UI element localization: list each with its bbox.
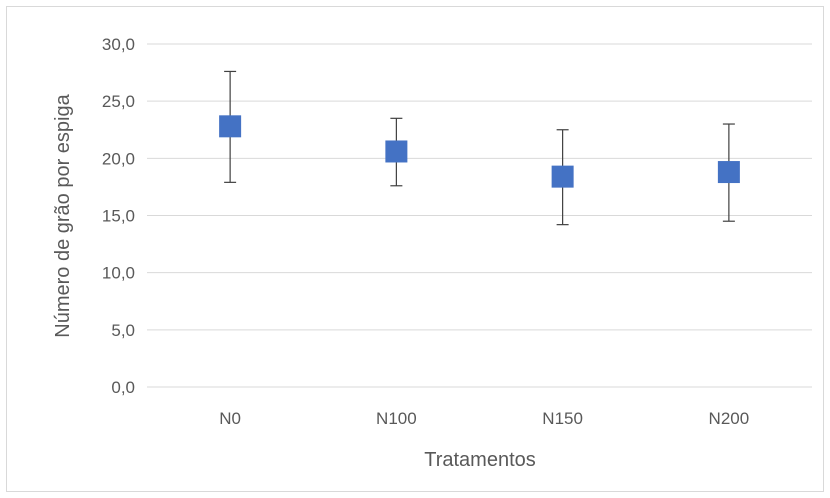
data-markers	[219, 115, 740, 188]
error-bars	[224, 70, 735, 226]
x-tick-label: N150	[542, 409, 583, 428]
data-point	[219, 115, 242, 138]
y-tick-labels: 0,0 5,0 10,0 15,0 20,0 25,0 30,0	[102, 35, 135, 397]
x-tick-labels: N0 N100 N150 N200	[219, 409, 749, 428]
y-tick-label: 10,0	[102, 264, 135, 283]
gridlines	[147, 43, 812, 388]
y-tick-label: 20,0	[102, 149, 135, 168]
data-point	[385, 140, 408, 163]
x-axis-title: Tratamentos	[424, 449, 536, 471]
chart-frame	[6, 6, 824, 492]
x-tick-label: N100	[376, 409, 417, 428]
y-tick-label: 0,0	[111, 378, 135, 397]
y-tick-label: 30,0	[102, 35, 135, 54]
y-tick-label: 15,0	[102, 207, 135, 226]
y-tick-label: 5,0	[111, 321, 135, 340]
data-point	[717, 161, 740, 184]
y-tick-label: 25,0	[102, 92, 135, 111]
y-axis-title: Número de grão por espiga	[52, 93, 74, 337]
data-point	[551, 165, 574, 188]
x-tick-label: N0	[219, 409, 241, 428]
x-tick-label: N200	[709, 409, 750, 428]
